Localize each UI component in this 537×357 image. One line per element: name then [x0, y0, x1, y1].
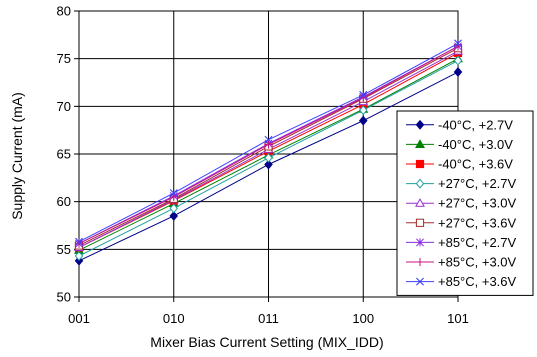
- legend-label: +27°C, +2.7V: [438, 176, 517, 191]
- data-point: [74, 239, 84, 248]
- legend-marker: [415, 139, 425, 148]
- data-point: [169, 192, 178, 201]
- legend-label: -40°C, +2.7V: [438, 117, 513, 132]
- data-point: [264, 152, 273, 163]
- legend-label: +85°C, +3.6V: [438, 274, 517, 289]
- data-point: [453, 67, 463, 77]
- x-tick-label: 100: [352, 311, 374, 326]
- legend-label: -40°C, +3.0V: [438, 137, 513, 152]
- y-tick-label: 80: [57, 4, 71, 19]
- data-point: [169, 203, 179, 214]
- series-4: [74, 55, 463, 261]
- data-point: [358, 105, 368, 116]
- y-tick-label: 55: [57, 242, 71, 257]
- data-point: [75, 237, 83, 246]
- legend-entry: +85°C, +2.7V: [406, 235, 517, 250]
- legend-marker: [416, 238, 424, 247]
- x-tick-label: 010: [163, 311, 185, 326]
- legend-entry: +85°C, +3.0V: [406, 255, 517, 270]
- legend-marker: [415, 178, 425, 189]
- legend-entry: -40°C, +3.0V: [406, 137, 513, 152]
- legend-label: +85°C, +3.0V: [438, 255, 517, 270]
- data-point: [359, 90, 368, 99]
- data-point: [453, 55, 463, 66]
- legend-marker: [415, 159, 425, 169]
- legend-marker: [415, 198, 425, 207]
- legend-label: -40°C, +3.6V: [438, 157, 513, 172]
- series-lines: [74, 39, 463, 266]
- legend-entry: +27°C, +2.7V: [406, 176, 517, 191]
- series-9: [75, 39, 462, 246]
- data-point: [264, 159, 273, 170]
- legend-entry: +27°C, +3.0V: [406, 196, 517, 211]
- data-point: [169, 189, 178, 198]
- series-1: [74, 67, 463, 266]
- x-axis-title: Mixer Bias Current Setting (MIX_IDD): [150, 334, 383, 350]
- x-tick-label: 001: [68, 311, 90, 326]
- legend-entry: -40°C, +2.7V: [406, 117, 513, 132]
- y-axis-title: Supply Current (mA): [9, 92, 25, 220]
- legend-entry: +27°C, +3.6V: [406, 215, 517, 230]
- legend-marker: [415, 119, 425, 130]
- legend-label: +85°C, +2.7V: [438, 235, 517, 250]
- data-point: [169, 210, 179, 221]
- legend: -40°C, +2.7V -40°C, +3.0V -40°C, +3.6V +27°…: [396, 110, 534, 296]
- data-point: [74, 251, 84, 261]
- legend-label: +27°C, +3.0V: [438, 196, 517, 211]
- y-tick-label: 75: [57, 51, 71, 66]
- legend-entry: -40°C, +3.6V: [406, 157, 513, 172]
- data-point: [358, 115, 368, 126]
- y-tick-label: 70: [57, 99, 71, 114]
- x-tick-label: 101: [447, 311, 469, 326]
- legend-marker: [415, 218, 425, 227]
- legend-entry: +85°C, +3.6V: [406, 274, 517, 289]
- y-tick-label: 65: [57, 147, 71, 162]
- x-tick-label: 011: [258, 311, 279, 326]
- axis-ticks: 50 55 60 65 70 75 80 001 010 011 100 101: [57, 4, 469, 327]
- data-point: [454, 39, 462, 48]
- legend-label: +27°C, +3.6V: [438, 215, 517, 230]
- legend-marker: [416, 277, 424, 286]
- data-point: [264, 135, 273, 144]
- y-tick-label: 50: [57, 290, 71, 305]
- legend-marker: [415, 257, 425, 267]
- data-point: [264, 140, 273, 149]
- y-tick-label: 60: [57, 194, 71, 209]
